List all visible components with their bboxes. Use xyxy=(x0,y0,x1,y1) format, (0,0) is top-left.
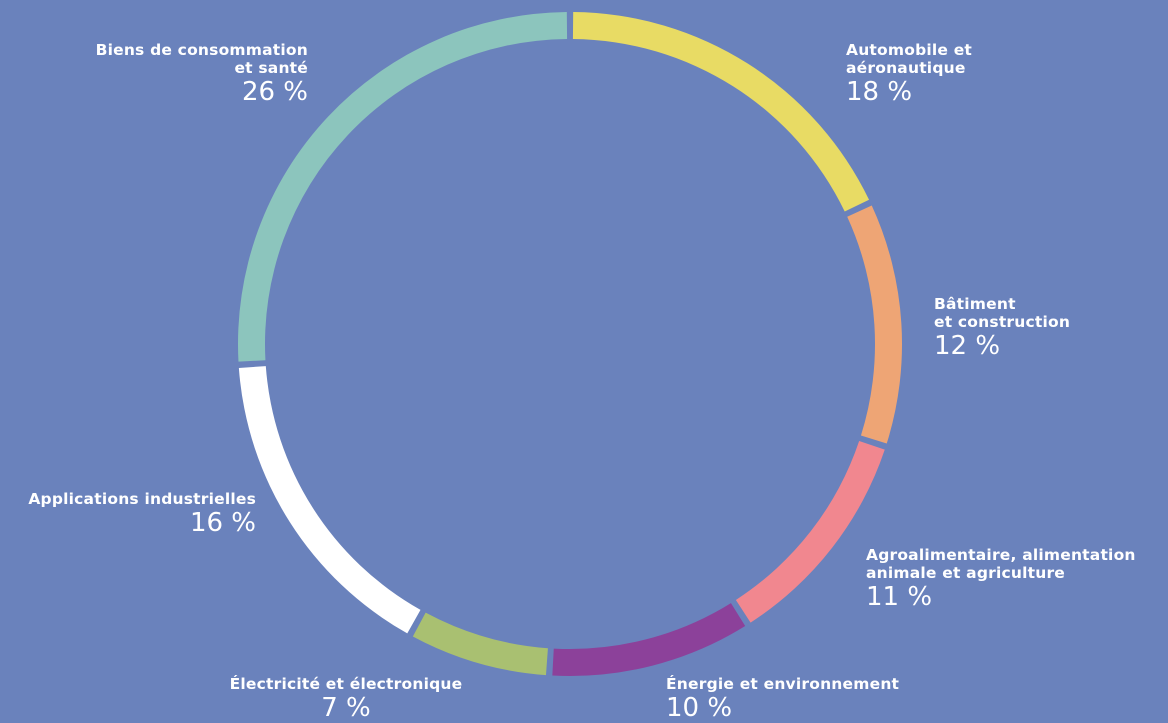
slice-value: 7 % xyxy=(321,693,371,723)
slice-value: 11 % xyxy=(866,582,933,612)
label-electricite: Électricité et électronique 7 % xyxy=(200,675,492,722)
label-biens-consommation: Biens de consommation et santé 26 % xyxy=(60,41,308,106)
slice-name: Énergie et environnement xyxy=(666,675,900,693)
donut-slice-0 xyxy=(572,12,870,212)
label-applications: Applications industrielles 16 % xyxy=(4,490,256,537)
label-batiment: Bâtiment et construction 12 % xyxy=(934,295,1070,360)
slice-value: 26 % xyxy=(241,77,308,107)
slice-value: 12 % xyxy=(934,331,1001,361)
donut-slice-6 xyxy=(238,12,568,362)
donut-slice-3 xyxy=(552,603,746,676)
slice-name: Agroalimentaire, alimentation animale et… xyxy=(866,546,1136,582)
donut-slice-2 xyxy=(735,441,885,623)
label-agroalimentaire: Agroalimentaire, alimentation animale et… xyxy=(866,546,1136,611)
slice-name: Biens de consommation et santé xyxy=(95,41,308,77)
label-energie: Énergie et environnement 10 % xyxy=(666,675,899,722)
slice-value: 18 % xyxy=(846,77,913,107)
donut-slice-5 xyxy=(238,366,421,634)
slice-name: Applications industrielles xyxy=(28,490,256,508)
slice-value: 16 % xyxy=(189,508,256,538)
slice-name: Bâtiment et construction xyxy=(934,295,1071,331)
donut-slice-1 xyxy=(847,205,902,444)
slice-name: Électricité et électronique xyxy=(229,675,463,693)
label-automobile: Automobile et aéronautique 18 % xyxy=(846,41,972,106)
donut-slice-4 xyxy=(412,612,548,676)
slice-name: Automobile et aéronautique xyxy=(846,41,973,77)
slice-value: 10 % xyxy=(666,693,733,723)
